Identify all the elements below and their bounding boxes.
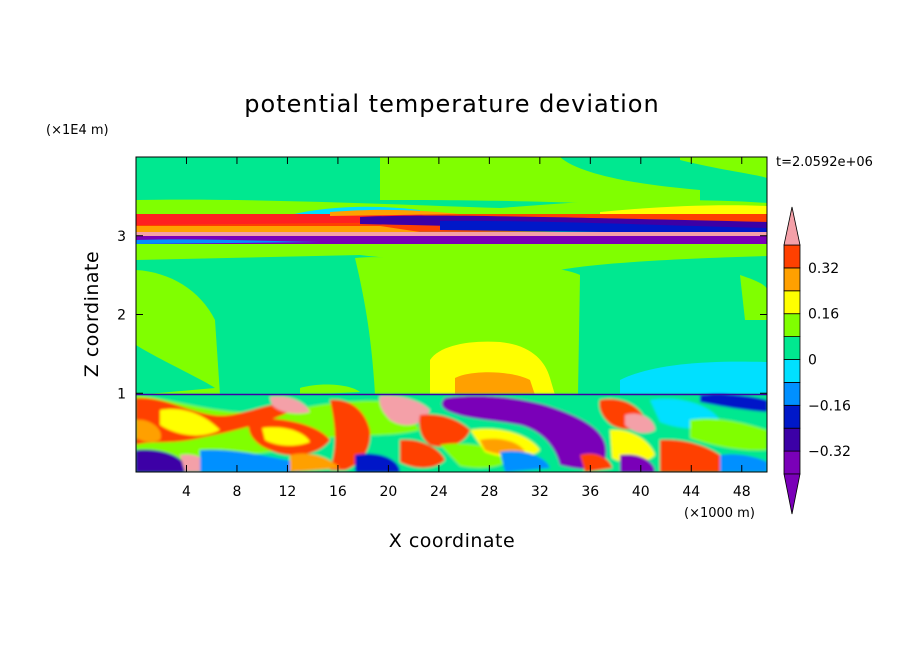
- upper-layer: [136, 157, 767, 244]
- x-tick-label: 36: [581, 484, 599, 500]
- y-tick-label: 1: [117, 386, 126, 402]
- x-tick-label: 8: [232, 484, 241, 500]
- y-tick-label: 3: [117, 229, 126, 245]
- boundary-layer: [136, 394, 767, 472]
- colorbar-segment: [783, 267, 801, 292]
- colorbar-labels: 0.32 0.16 0 −0.16 −0.32: [808, 261, 851, 460]
- chart-title: potential temperature deviation: [244, 90, 659, 118]
- colorbar-segment: [783, 336, 801, 360]
- x-tick-label: 4: [182, 484, 191, 500]
- colorbar: [783, 206, 801, 515]
- x-unit-label: (×1000 m): [684, 506, 755, 521]
- x-tick-label: 32: [531, 484, 549, 500]
- y-tick-label: 2: [117, 308, 126, 324]
- x-tick-label: 28: [480, 484, 498, 500]
- colorbar-over-triangle: [783, 206, 801, 246]
- x-tick-label: 20: [379, 484, 397, 500]
- x-axis-ticks: 4 8 12 16 20 24 28 32 36 40 44 48: [182, 157, 751, 500]
- colorbar-segment: [783, 427, 801, 452]
- colorbar-tick-label: −0.16: [808, 398, 851, 414]
- colorbar-segment: [783, 290, 801, 315]
- colorbar-segment: [783, 381, 801, 406]
- colorbar-segment: [783, 450, 801, 475]
- x-tick-label: 40: [632, 484, 650, 500]
- y-unit-label: (×1E4 m): [46, 123, 109, 138]
- colorbar-segment: [783, 244, 801, 269]
- contour-field: [136, 157, 767, 472]
- x-tick-label: 48: [733, 484, 751, 500]
- x-tick-label: 12: [279, 484, 297, 500]
- colorbar-tick-label: 0: [808, 353, 817, 369]
- x-tick-label: 24: [430, 484, 448, 500]
- middle-layer: [136, 244, 767, 395]
- x-tick-label: 44: [682, 484, 700, 500]
- x-tick-label: 16: [329, 484, 347, 500]
- y-axis-ticks: 1 2 3: [117, 229, 767, 402]
- y-axis-label: Z coordinate: [81, 251, 103, 377]
- colorbar-under-triangle: [783, 473, 801, 515]
- x-axis-label: X coordinate: [389, 530, 515, 552]
- colorbar-segment: [783, 404, 801, 429]
- colorbar-tick-label: −0.32: [808, 444, 851, 460]
- time-label: t=2.0592e+06: [776, 155, 873, 170]
- colorbar-tick-label: 0.32: [808, 261, 839, 277]
- colorbar-tick-label: 0.16: [808, 307, 839, 323]
- colorbar-segment: [783, 313, 801, 338]
- colorbar-segment: [783, 359, 801, 383]
